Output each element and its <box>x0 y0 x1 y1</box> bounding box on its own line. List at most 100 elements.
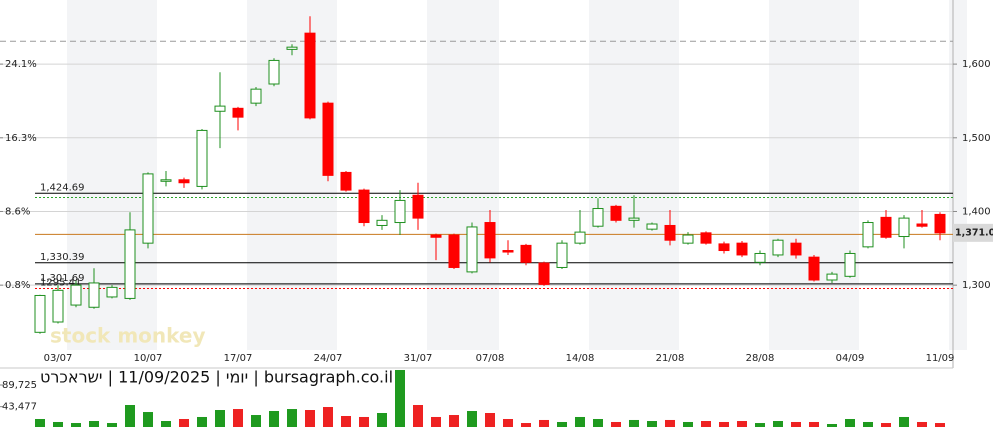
candle-body <box>412 194 424 219</box>
candle-body <box>880 216 892 238</box>
volume-bar <box>719 421 729 427</box>
watermark: stock monkey <box>50 324 206 348</box>
candle-body <box>808 256 820 281</box>
y-tick-label: 1,500 <box>962 133 991 144</box>
volume-bar <box>917 421 927 427</box>
volume-bar <box>791 421 801 427</box>
volume-bar <box>35 418 45 427</box>
candle-body <box>106 286 118 298</box>
candle-body <box>232 107 244 118</box>
candle-body <box>340 171 352 191</box>
x-tick-label: 03/07 <box>44 353 73 364</box>
x-tick-label: 28/08 <box>746 353 775 364</box>
percent-tick-label: 0.8% <box>5 280 30 291</box>
percent-tick-label: 16.3% <box>5 133 37 144</box>
volume-bar <box>845 418 855 427</box>
last-price-box <box>953 223 993 242</box>
volume-bar <box>53 421 63 427</box>
volume-bar <box>323 407 333 427</box>
volume-bar <box>899 416 909 427</box>
candle-body <box>124 229 136 299</box>
percent-tick-label: 24.1% <box>5 59 37 70</box>
volume-bar <box>575 416 585 427</box>
volume-bar <box>431 416 441 427</box>
candle-body <box>934 213 946 234</box>
candle-body <box>196 129 208 187</box>
candle-body <box>376 219 388 226</box>
volume-bar <box>809 421 819 427</box>
volume-bar <box>269 410 279 427</box>
candle-body <box>88 282 100 308</box>
week-stripe <box>949 0 967 350</box>
volume-bar <box>287 409 297 427</box>
volume-bar <box>395 369 405 427</box>
volume-bar <box>215 410 225 427</box>
candle-body <box>682 234 694 244</box>
volume-bar <box>251 415 261 427</box>
candle-body <box>736 242 748 256</box>
candle-body <box>358 189 370 224</box>
candle-body <box>520 244 532 263</box>
candle-body <box>322 102 334 176</box>
volume-bar <box>305 410 315 427</box>
candle-body <box>646 223 658 230</box>
week-stripe <box>589 0 679 350</box>
y-tick-label: 1,600 <box>962 59 991 70</box>
level-label: 1295.41 <box>40 278 81 289</box>
volume-bar <box>485 413 495 427</box>
candle-body <box>610 205 622 221</box>
volume-bar <box>359 416 369 427</box>
x-tick-label: 24/07 <box>314 353 343 364</box>
y-tick-label: 1,300 <box>962 280 991 291</box>
candle-body <box>862 222 874 248</box>
candle-body <box>484 222 496 259</box>
candle-body <box>844 252 856 277</box>
volume-bar <box>665 419 675 427</box>
volume-bar <box>89 421 99 427</box>
volume-bar <box>647 421 657 427</box>
candle-body <box>916 223 928 227</box>
candle-body <box>268 59 280 85</box>
volume-bar <box>143 412 153 427</box>
volume-tick-label: 89,725 <box>2 380 37 391</box>
volume-bar <box>71 423 81 427</box>
candle-body <box>772 239 784 256</box>
candle-body <box>790 242 802 256</box>
volume-bar <box>701 421 711 427</box>
volume-bar <box>827 424 837 427</box>
x-tick-label: 10/07 <box>134 353 163 364</box>
volume-bar <box>683 421 693 427</box>
candle-body <box>70 284 82 306</box>
candle-body <box>142 173 154 244</box>
candle-body <box>430 234 442 238</box>
candle-body <box>718 243 730 252</box>
volume-bar <box>125 405 135 427</box>
x-tick-label: 17/07 <box>224 353 253 364</box>
volume-bar <box>467 410 477 427</box>
candle-body <box>394 199 406 224</box>
volume-bar <box>773 421 783 427</box>
x-tick-label: 07/08 <box>476 353 505 364</box>
volume-bar <box>503 418 513 427</box>
x-tick-label: 14/08 <box>566 353 595 364</box>
candle-body <box>664 224 676 241</box>
candle-body <box>34 294 46 333</box>
week-stripe <box>769 0 859 350</box>
chart-title: יומי | 11/09/2025 | ישראכרט | bursagraph… <box>40 368 393 387</box>
candle-body <box>826 273 838 281</box>
candle-body <box>754 252 766 263</box>
x-tick-label: 11/09 <box>926 353 955 364</box>
candle-body <box>628 217 640 221</box>
volume-bar <box>233 409 243 427</box>
y-tick-label: 1,400 <box>962 206 991 217</box>
last-price-label: 1,371.00 <box>955 227 993 238</box>
volume-bar <box>593 418 603 427</box>
volume-bar <box>179 418 189 427</box>
candle-body <box>286 46 298 50</box>
volume-bar <box>611 421 621 427</box>
volume-bar <box>539 419 549 427</box>
candle-body <box>214 105 226 112</box>
volume-bar <box>449 415 459 427</box>
candle-body <box>502 250 514 253</box>
